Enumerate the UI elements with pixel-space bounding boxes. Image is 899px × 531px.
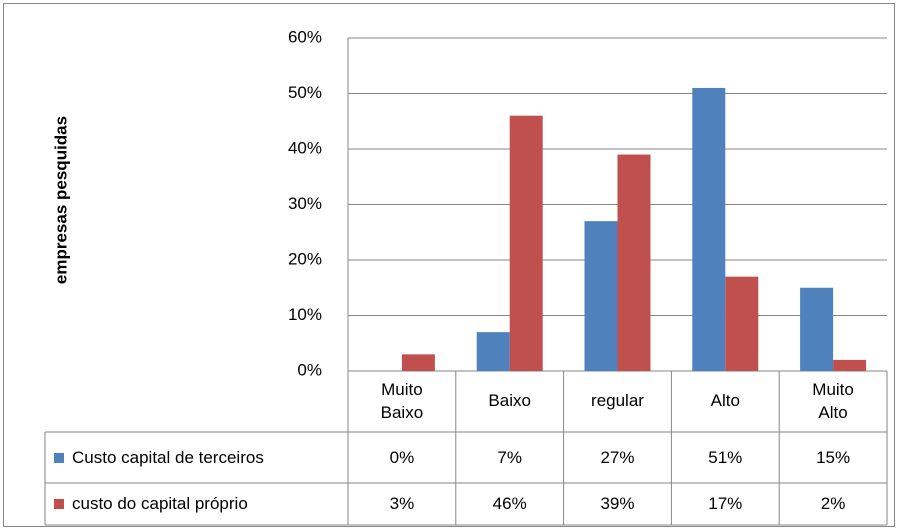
legend-label: Custo capital de terceiros <box>72 447 264 467</box>
bar <box>833 359 867 371</box>
bar <box>800 287 834 371</box>
x-tick-label: Muito Baixo <box>348 371 456 432</box>
y-tick-label: 40% <box>288 138 322 157</box>
x-tick-text: regular <box>591 391 644 411</box>
bar <box>692 87 726 371</box>
x-tick-text: Muito Baixo <box>380 380 424 422</box>
table-value: 0% <box>389 447 415 467</box>
y-axis-title: empresas pesquidas <box>51 116 70 284</box>
table-value: 17% <box>708 494 743 513</box>
bar <box>725 276 759 371</box>
legend-entry: custo do capital próprio <box>45 483 248 525</box>
x-tick-label: Baixo <box>456 371 564 432</box>
bar <box>617 154 651 371</box>
table-value: 3% <box>389 494 415 513</box>
x-tick-text: Alto <box>710 391 740 411</box>
bar <box>509 115 543 371</box>
legend-key <box>54 499 64 509</box>
legend-entry: Custo capital de terceiros <box>45 432 264 483</box>
table-value: 51% <box>708 447 743 467</box>
y-tick-label: 0% <box>297 360 322 379</box>
y-tick-label: 10% <box>288 305 322 324</box>
chart-border <box>3 3 895 527</box>
x-tick-text: Muito Alto <box>812 380 854 422</box>
legend-key <box>54 452 64 463</box>
y-tick-label: 60% <box>288 27 322 46</box>
legend-label: custo do capital próprio <box>72 494 248 513</box>
bar <box>476 332 510 371</box>
x-tick-label: Alto <box>671 371 779 432</box>
bar <box>401 354 435 371</box>
y-tick-label: 20% <box>288 249 322 268</box>
x-tick-text: Baixo <box>488 391 531 411</box>
table-value: 46% <box>492 494 527 513</box>
table-value: 39% <box>600 494 635 513</box>
y-tick-label: 30% <box>288 194 322 213</box>
y-tick-label: 50% <box>288 83 322 102</box>
x-tick-label: regular <box>564 371 672 432</box>
bar <box>584 221 618 371</box>
table-value: 2% <box>820 494 846 513</box>
table-value: 27% <box>600 447 635 467</box>
table-value: 7% <box>497 447 522 467</box>
x-tick-label: Muito Alto <box>779 371 887 432</box>
table-value: 15% <box>816 447 851 467</box>
